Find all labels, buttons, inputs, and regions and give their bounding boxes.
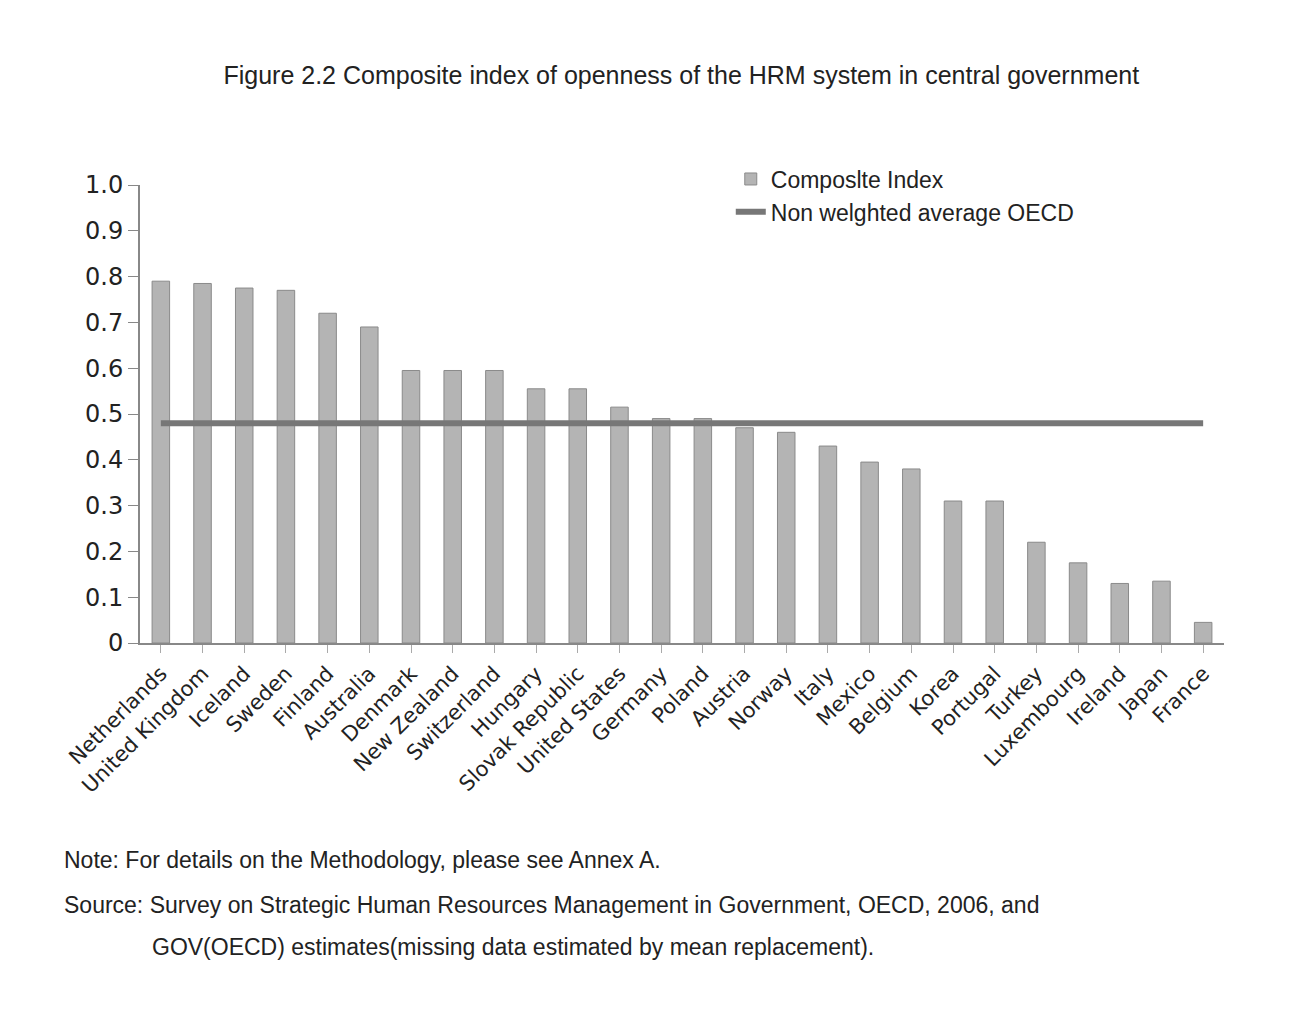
svg-text:Austria: Austria (686, 662, 755, 731)
svg-text:GOV(OECD) estimates(missing da: GOV(OECD) estimates(missing data estimat… (152, 934, 874, 960)
svg-text:0.3: 0.3 (85, 492, 123, 520)
svg-text:0.4: 0.4 (85, 446, 123, 474)
svg-text:Ireland: Ireland (1062, 662, 1130, 730)
svg-text:Finland: Finland (269, 662, 339, 732)
svg-text:1.0: 1.0 (85, 171, 123, 199)
svg-text:Turkey: Turkey (981, 662, 1047, 728)
svg-text:Source: Survey on Strategic Hu: Source: Survey on Strategic Human Resour… (64, 892, 1039, 918)
svg-text:Netherlands: Netherlands (64, 662, 171, 769)
svg-text:Iceland: Iceland (184, 662, 255, 733)
svg-text:Japan: Japan (1113, 662, 1173, 722)
svg-text:Poland: Poland (647, 662, 714, 729)
svg-text:France: France (1148, 662, 1214, 728)
svg-text:United States: United States (513, 662, 631, 780)
svg-text:0: 0 (108, 629, 123, 657)
svg-text:0.2: 0.2 (85, 538, 123, 566)
svg-text:Mexico: Mexico (812, 662, 881, 731)
svg-text:Italy: Italy (790, 662, 839, 711)
svg-text:Luxembourg: Luxembourg (980, 662, 1090, 772)
svg-text:Switzerland: Switzerland (402, 662, 506, 766)
svg-text:Slovak Republic: Slovak Republic (454, 662, 588, 796)
svg-text:0.5: 0.5 (85, 400, 123, 428)
svg-text:0.1: 0.1 (85, 584, 123, 612)
svg-text:Australia: Australia (298, 662, 381, 745)
svg-text:0.6: 0.6 (85, 355, 123, 383)
svg-text:United Kingdom: United Kingdom (77, 662, 213, 798)
svg-text:Figure 2.2 Composite index of: Figure 2.2 Composite index of openness o… (223, 61, 1139, 89)
svg-text:Composlte Index: Composlte Index (771, 167, 944, 193)
svg-text:Portugal: Portugal (927, 662, 1005, 740)
svg-text:0.8: 0.8 (85, 263, 123, 291)
svg-text:Non welghted average OECD: Non welghted average OECD (771, 200, 1074, 226)
svg-text:Korea: Korea (905, 662, 964, 721)
svg-text:New Zealand: New Zealand (349, 662, 464, 777)
svg-text:Germany: Germany (587, 662, 672, 747)
svg-text:Belgium: Belgium (844, 662, 922, 740)
svg-text:Sweden: Sweden (221, 662, 297, 738)
svg-text:Note: For details on the Metho: Note: For details on the Methodology, pl… (64, 847, 661, 873)
svg-text:0.7: 0.7 (85, 309, 123, 337)
svg-text:0.9: 0.9 (85, 217, 123, 245)
svg-text:Hungary: Hungary (467, 662, 547, 742)
svg-text:Denmark: Denmark (337, 661, 423, 747)
svg-text:Norway: Norway (724, 662, 797, 735)
